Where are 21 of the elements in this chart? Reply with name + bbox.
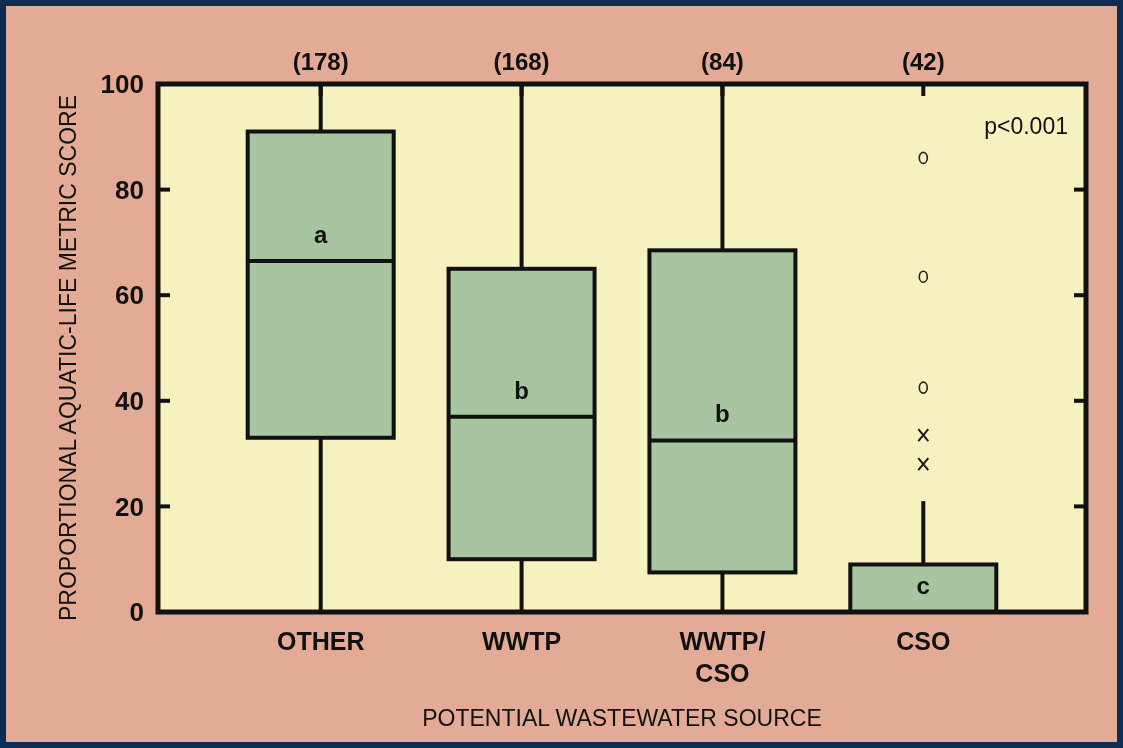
annotation: c — [916, 572, 930, 599]
y-tick-label: 80 — [115, 174, 144, 205]
text: (168) — [493, 48, 550, 75]
y-tick-label: 40 — [115, 385, 144, 416]
y-tick-label: 20 — [115, 491, 144, 522]
x-tick-label: WWTP/CSO — [679, 627, 766, 687]
y-tick-label: 60 — [115, 280, 144, 311]
y-tick-label: 100 — [100, 69, 144, 100]
x-tick-label: CSO — [896, 627, 951, 655]
annotation: p<0.001 — [984, 113, 1068, 139]
annotation: b — [514, 376, 529, 404]
x-tick-label: OTHER — [276, 627, 365, 655]
annotation: a — [314, 220, 329, 248]
text: (84) — [701, 48, 744, 75]
y-axis-title: PROPORTIONAL AQUATIC-LIFE METRIC SCORE — [55, 94, 81, 622]
x-axis-title: POTENTIAL WASTEWATER SOURCE — [422, 705, 822, 731]
text: (178) — [292, 48, 349, 75]
x-tick-label: WWTP — [482, 627, 562, 655]
text: (42) — [901, 48, 945, 75]
y-tick-label: 0 — [129, 597, 144, 628]
annotation: b — [715, 400, 730, 428]
